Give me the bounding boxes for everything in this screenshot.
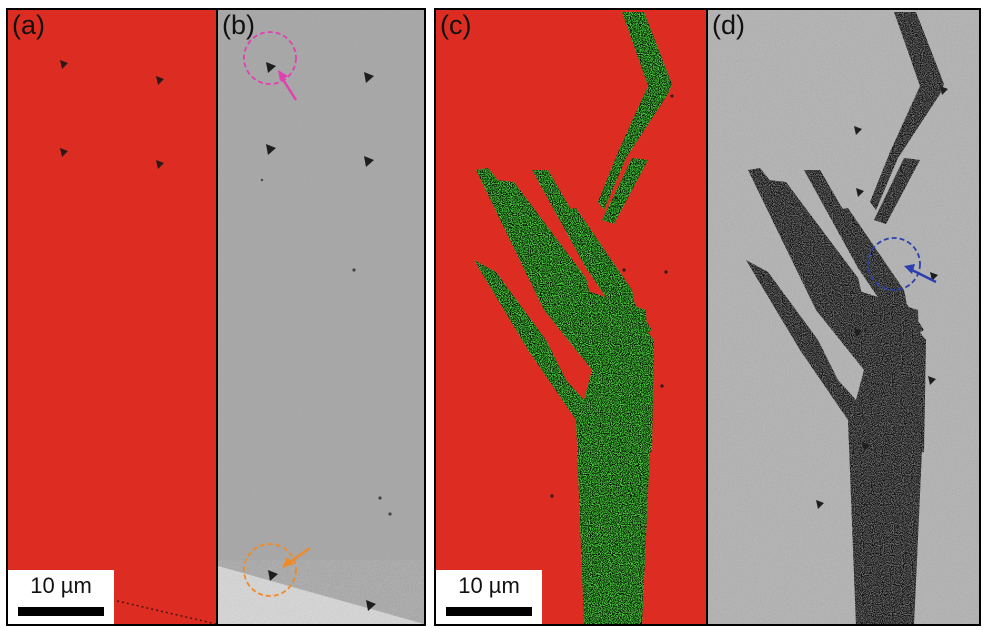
- panel-b-sem-image: (b): [218, 10, 424, 624]
- panel-a-features: [9, 60, 216, 624]
- panel-c-features: [474, 12, 674, 624]
- scale-bar-right-line: [446, 607, 532, 616]
- left-panel-group: (a) 10 µm: [6, 8, 426, 626]
- panel-c-label: (c): [440, 10, 472, 40]
- scale-bar-left: 10 µm: [8, 570, 114, 624]
- scale-bar-right: 10 µm: [436, 570, 542, 624]
- panel-b-features: [218, 10, 424, 624]
- panel-b-label: (b): [222, 10, 255, 40]
- panel-d-sem-image: (d): [708, 10, 979, 624]
- panel-a-phase-map: (a) 10 µm: [8, 10, 216, 624]
- right-panel-group: (c) 10 µm: [434, 8, 981, 626]
- panel-d-features: [708, 10, 979, 624]
- panel-c-phase-map: (c) 10 µm: [436, 10, 706, 624]
- panel-d-label: (d): [712, 10, 745, 40]
- scale-bar-right-text: 10 µm: [458, 573, 520, 598]
- scale-bar-left-text: 10 µm: [30, 573, 92, 598]
- panel-a-label: (a): [12, 10, 45, 40]
- scale-bar-left-line: [18, 607, 104, 616]
